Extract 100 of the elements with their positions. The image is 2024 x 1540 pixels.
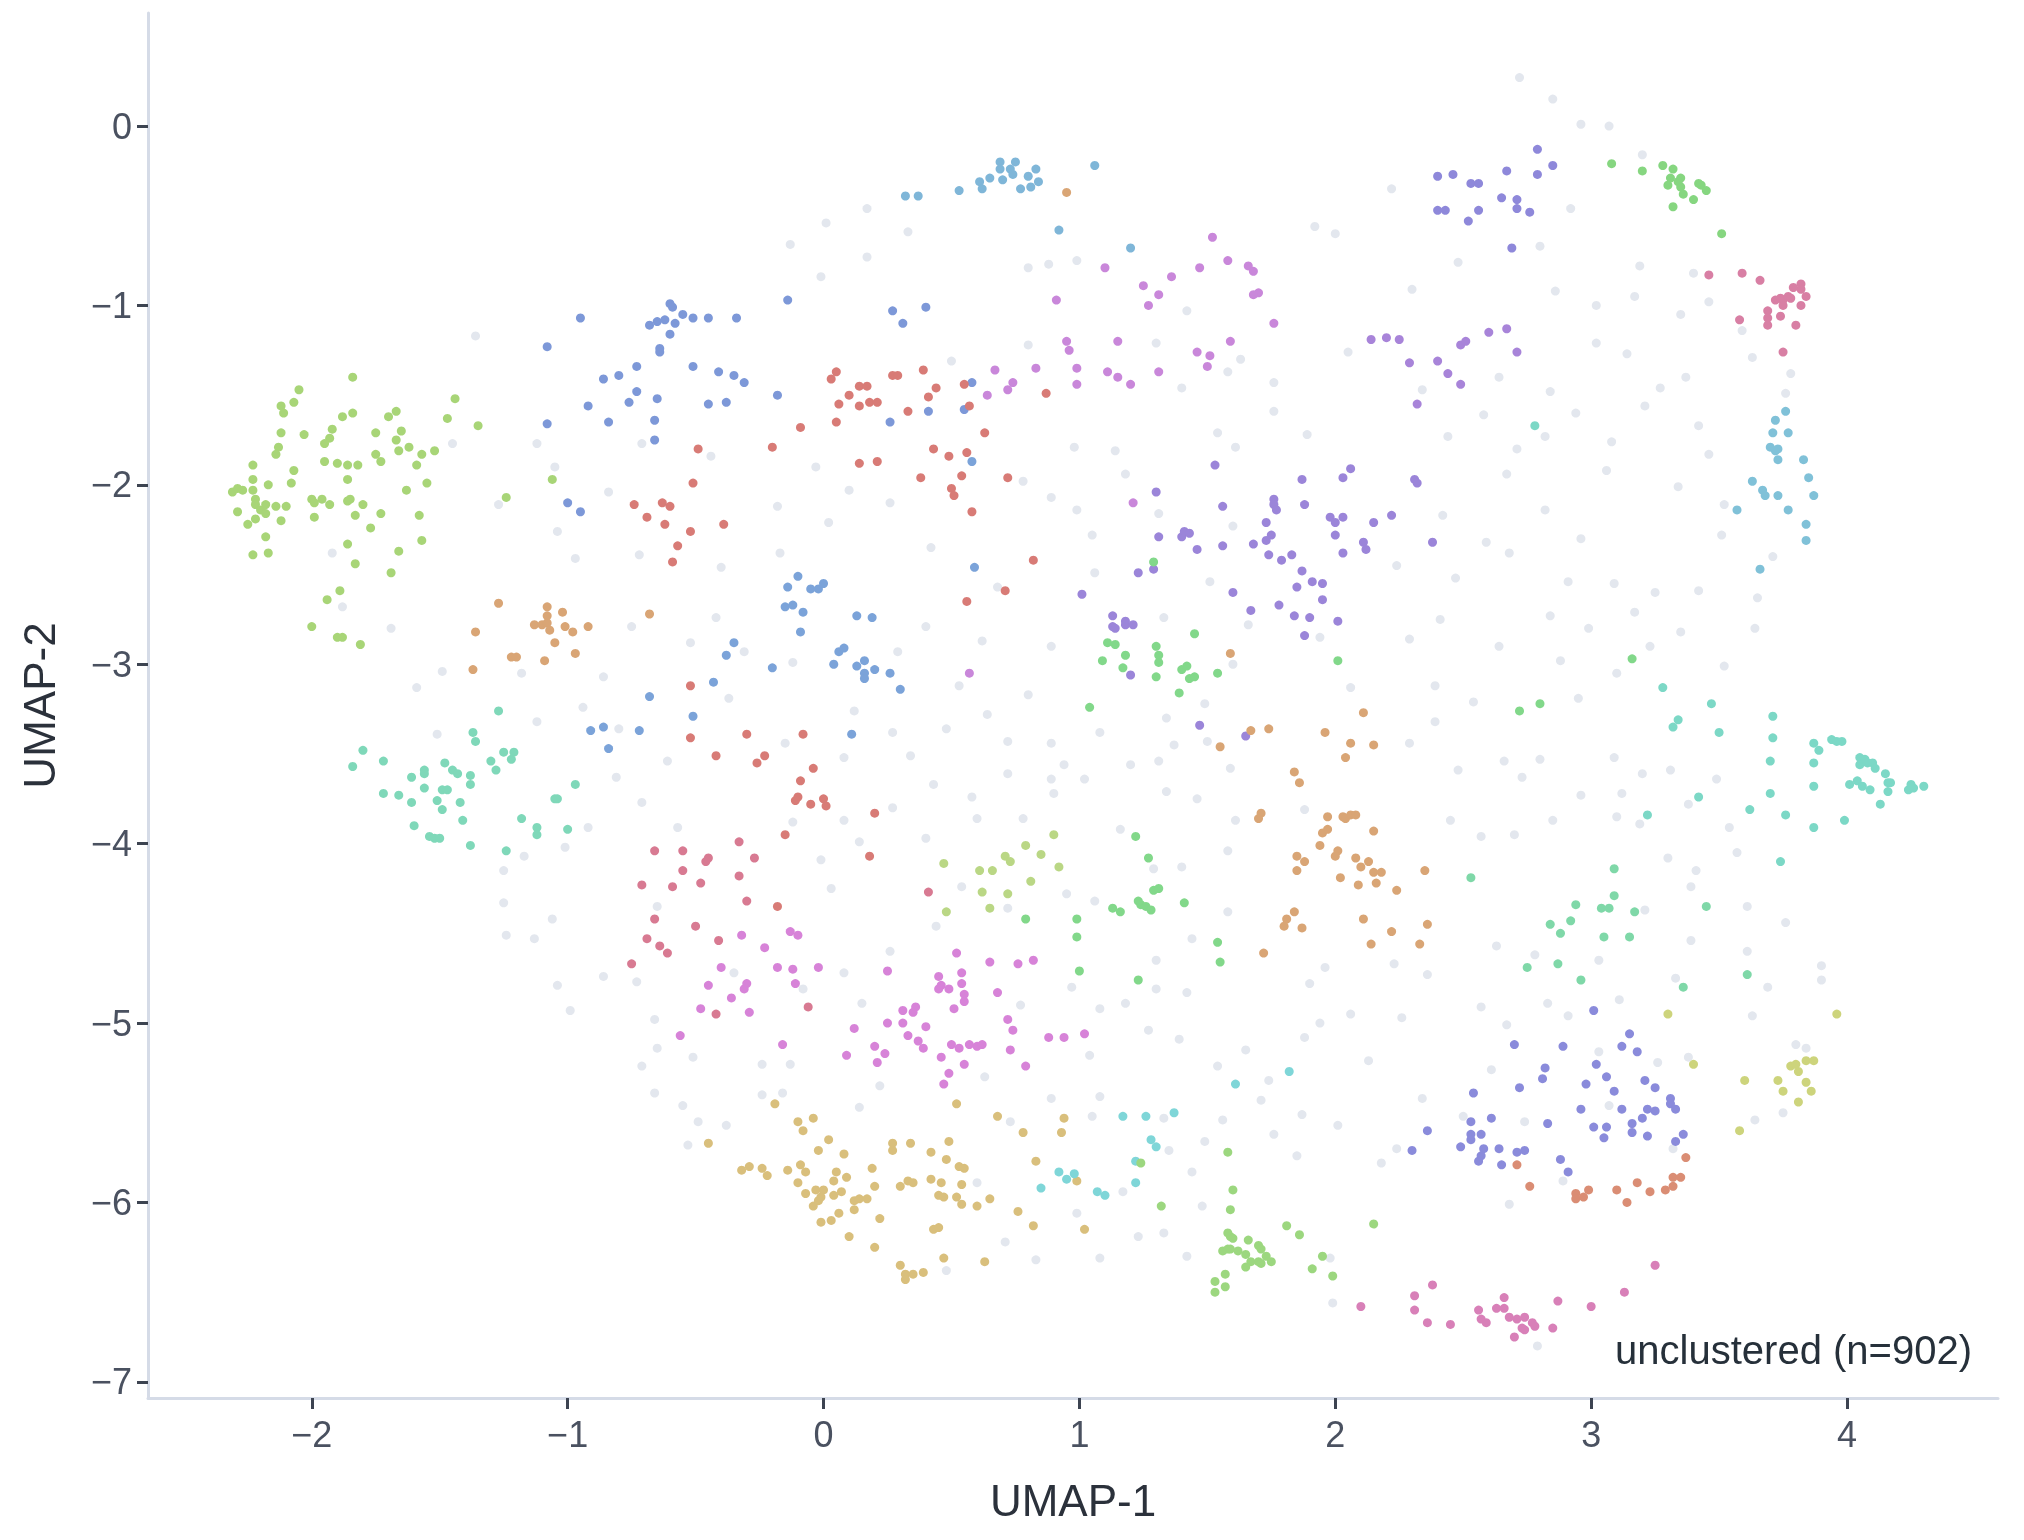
point [491, 765, 501, 775]
point [1241, 1249, 1251, 1259]
point [1154, 532, 1164, 542]
point [1576, 1104, 1586, 1114]
point [409, 821, 419, 831]
point [1228, 1185, 1238, 1195]
point [1138, 281, 1148, 291]
point [1210, 1276, 1220, 1286]
point [1571, 900, 1581, 910]
point [1274, 600, 1284, 610]
point [1804, 473, 1814, 483]
point [1287, 550, 1297, 560]
point [1108, 611, 1118, 621]
point [1704, 270, 1714, 280]
point [1182, 661, 1192, 671]
point [1033, 177, 1043, 187]
point [1210, 1287, 1220, 1297]
point [1809, 1056, 1819, 1066]
point [1151, 672, 1161, 682]
point [709, 677, 718, 687]
point [1632, 1047, 1642, 1057]
point [729, 370, 739, 380]
point [1072, 932, 1082, 942]
point [1773, 455, 1783, 465]
point [348, 762, 358, 771]
point [1282, 1221, 1292, 1231]
point [1486, 1113, 1496, 1123]
point [1358, 537, 1368, 547]
point [1765, 788, 1775, 798]
point [798, 607, 808, 617]
point [575, 507, 585, 517]
point [688, 361, 698, 371]
point [742, 896, 752, 906]
point [1192, 544, 1202, 554]
point [1509, 1040, 1519, 1050]
point [967, 378, 977, 388]
point [1755, 564, 1765, 574]
point [1366, 335, 1376, 345]
point [1433, 356, 1443, 366]
point [1801, 519, 1811, 529]
point [1120, 650, 1130, 660]
x-tick-label: −2 [291, 1413, 333, 1455]
point [1103, 367, 1113, 377]
point [1602, 1072, 1612, 1082]
point [1031, 164, 1041, 174]
point [1512, 195, 1522, 205]
point [1650, 1260, 1660, 1270]
point [783, 582, 793, 592]
point [1919, 781, 1929, 791]
point [1126, 243, 1136, 253]
point [542, 419, 552, 429]
point [486, 756, 496, 766]
point [1036, 1183, 1046, 1193]
point [642, 934, 652, 944]
point [1072, 914, 1082, 924]
point [1264, 550, 1274, 560]
point [888, 306, 898, 316]
point [714, 936, 724, 946]
point [1781, 406, 1791, 416]
point [1113, 336, 1123, 346]
point [1555, 928, 1565, 938]
point [1031, 363, 1041, 373]
point [1545, 919, 1555, 929]
point [1689, 1059, 1698, 1069]
point [650, 846, 660, 856]
point [1617, 1041, 1627, 1051]
point [1387, 510, 1397, 520]
point [632, 361, 642, 371]
point [696, 878, 706, 888]
point [1576, 975, 1586, 985]
point [1110, 640, 1120, 649]
point [1003, 385, 1013, 395]
point [985, 173, 995, 183]
y-tick-label: −3 [90, 643, 132, 685]
point [847, 729, 857, 739]
point [1330, 530, 1340, 540]
point [1192, 347, 1202, 357]
point [499, 747, 509, 757]
point [1428, 1280, 1438, 1290]
point [506, 754, 516, 764]
point [1369, 518, 1379, 528]
point [885, 417, 895, 427]
point [465, 770, 475, 780]
point [1502, 324, 1512, 334]
point [1801, 1077, 1811, 1087]
point [652, 394, 662, 404]
point [645, 320, 655, 330]
point [1520, 1145, 1530, 1155]
point [1747, 476, 1757, 486]
point [1663, 1009, 1673, 1019]
point [703, 399, 713, 409]
point [1246, 605, 1256, 615]
point [688, 711, 698, 721]
point [1131, 1178, 1141, 1188]
point [788, 600, 798, 610]
point [458, 815, 468, 825]
point [1156, 1201, 1166, 1211]
point [1558, 1041, 1568, 1051]
point [1535, 699, 1545, 709]
point [1765, 756, 1775, 766]
